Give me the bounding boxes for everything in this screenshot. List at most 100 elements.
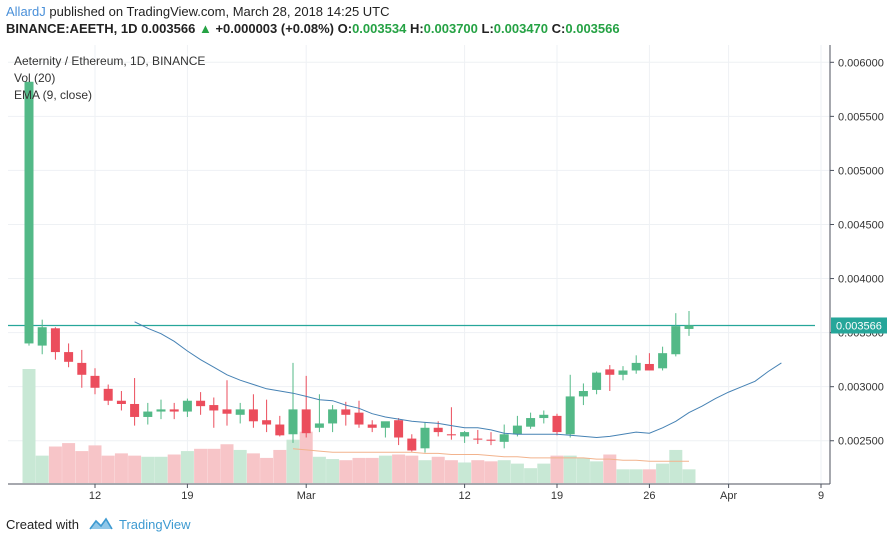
candle-body xyxy=(262,420,272,425)
volume-bar xyxy=(286,439,300,483)
candle xyxy=(64,343,74,368)
high-label: H: xyxy=(409,21,424,36)
symbol-label: BINANCE:AEETH, 1D xyxy=(6,21,138,36)
candle xyxy=(116,391,126,411)
y-tick-label: 0.005500 xyxy=(838,111,884,123)
candle-body xyxy=(235,409,245,415)
x-tick-label: 12 xyxy=(89,490,101,502)
candle-body xyxy=(116,400,126,404)
volume-bar xyxy=(563,455,577,483)
volume-bar xyxy=(682,469,696,483)
tradingview-logo-icon[interactable] xyxy=(89,517,113,531)
x-tick-label: 12 xyxy=(458,490,470,502)
candle-body xyxy=(380,421,390,428)
candle-body xyxy=(394,420,404,438)
candle xyxy=(77,349,87,388)
vol-legend: Vol (20) xyxy=(14,71,55,85)
tradingview-brand[interactable]: TradingView xyxy=(118,516,191,532)
candle xyxy=(24,81,34,346)
candle xyxy=(552,413,562,436)
candle-body xyxy=(143,411,153,417)
candle-body xyxy=(314,423,324,428)
volume-bar xyxy=(220,444,234,483)
chart-header: AllardJ published on TradingView.com, Ma… xyxy=(6,3,886,38)
candle-body xyxy=(433,427,443,433)
candle-body xyxy=(328,409,338,424)
candle-body xyxy=(196,400,206,407)
volume-bar xyxy=(154,456,168,483)
candle xyxy=(644,353,654,371)
candle xyxy=(222,380,232,426)
volume-bar xyxy=(88,445,102,483)
candle-body xyxy=(169,409,179,412)
candle xyxy=(486,432,496,446)
close-value: 0.003566 xyxy=(565,21,620,36)
volume-bar xyxy=(576,457,590,483)
volume-bar xyxy=(75,451,89,483)
candle xyxy=(143,402,153,425)
volume-bar xyxy=(101,455,115,483)
candle xyxy=(50,327,60,360)
current-price-box xyxy=(831,317,887,334)
y-tick-label: 0.006000 xyxy=(838,57,884,69)
x-tick-label: 19 xyxy=(181,490,193,502)
candle xyxy=(182,398,192,417)
candle-body xyxy=(618,370,628,375)
candle xyxy=(90,368,100,395)
volume-bars xyxy=(22,369,696,483)
chart-axes: 0.006000 0.005500 0.005000 0.004500 0.004000… xyxy=(8,45,887,502)
volume-bar xyxy=(484,461,498,483)
footer: Created with TradingView xyxy=(6,515,191,533)
candle xyxy=(526,412,536,429)
low-label: L: xyxy=(481,21,494,36)
candle-body xyxy=(486,439,496,441)
candle-body xyxy=(103,388,113,401)
candle-body xyxy=(50,328,60,353)
volume-bar xyxy=(233,449,247,483)
volume-bar xyxy=(616,469,630,483)
volume-bar xyxy=(141,456,155,483)
volume-bar xyxy=(629,469,643,483)
candle xyxy=(473,429,483,444)
y-tick-label: 0.003000 xyxy=(838,382,884,394)
volume-bar xyxy=(497,460,511,483)
candle-body xyxy=(605,369,615,375)
change-value: +0.000003 (+0.08%) xyxy=(215,21,334,36)
open-label: O: xyxy=(337,21,353,36)
candle xyxy=(671,313,681,357)
candle-body xyxy=(24,81,34,344)
candle-body xyxy=(644,363,654,371)
volume-bar xyxy=(35,455,49,483)
candle-body xyxy=(565,396,575,435)
last-price: 0.003566 xyxy=(141,21,196,36)
candle xyxy=(658,346,668,371)
candle-body xyxy=(552,415,562,433)
candle-body xyxy=(499,434,509,442)
candle xyxy=(341,401,351,426)
ema-line xyxy=(134,321,782,439)
volume-bar xyxy=(167,454,181,483)
price-chart[interactable]: 0.006000 0.005500 0.005000 0.004500 0.004000… xyxy=(0,41,894,507)
change-up-icon: ▲ xyxy=(198,21,212,36)
volume-bar xyxy=(392,454,406,483)
candle xyxy=(592,371,602,395)
candle xyxy=(618,366,628,381)
x-tick-label: Apr xyxy=(720,490,737,502)
candle xyxy=(169,402,179,420)
candle-body xyxy=(77,362,87,375)
ema-legend: EMA (9, close) xyxy=(14,88,92,102)
candle xyxy=(328,405,338,433)
volume-bar xyxy=(510,463,524,483)
publish-line: AllardJ published on TradingView.com, Ma… xyxy=(6,3,886,20)
candle-body xyxy=(341,409,351,415)
candle-body xyxy=(460,432,470,437)
volume-bar xyxy=(603,454,617,483)
author-link[interactable]: AllardJ xyxy=(6,4,46,19)
candle xyxy=(578,383,588,406)
low-value: 0.003470 xyxy=(493,21,549,36)
volume-bar xyxy=(194,448,208,483)
volume-bar xyxy=(669,449,683,483)
volume-ma-line xyxy=(292,448,689,462)
candle xyxy=(235,402,245,424)
volume-bar xyxy=(128,455,142,483)
